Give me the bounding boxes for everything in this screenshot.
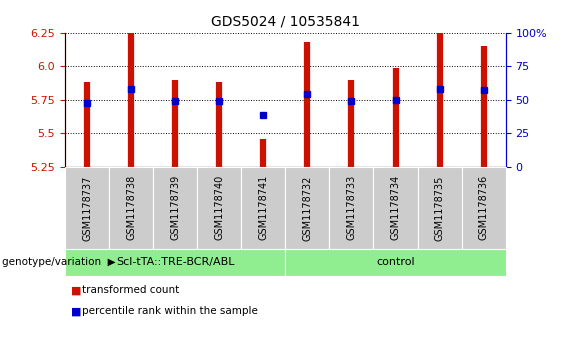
Text: GSM1178734: GSM1178734 bbox=[390, 175, 401, 240]
Text: GSM1178737: GSM1178737 bbox=[82, 175, 92, 241]
Text: transformed count: transformed count bbox=[82, 285, 179, 295]
Text: GSM1178738: GSM1178738 bbox=[126, 175, 136, 240]
Text: GSM1178735: GSM1178735 bbox=[434, 175, 445, 241]
Text: ■: ■ bbox=[71, 306, 81, 317]
Text: GSM1178739: GSM1178739 bbox=[170, 175, 180, 240]
Text: Scl-tTA::TRE-BCR/ABL: Scl-tTA::TRE-BCR/ABL bbox=[116, 257, 234, 267]
Text: GSM1178736: GSM1178736 bbox=[479, 175, 489, 240]
Text: genotype/variation  ▶: genotype/variation ▶ bbox=[2, 257, 115, 267]
Text: ■: ■ bbox=[71, 285, 81, 295]
Text: GSM1178732: GSM1178732 bbox=[302, 175, 312, 241]
Title: GDS5024 / 10535841: GDS5024 / 10535841 bbox=[211, 15, 360, 29]
Text: GSM1178741: GSM1178741 bbox=[258, 175, 268, 240]
Text: percentile rank within the sample: percentile rank within the sample bbox=[82, 306, 258, 317]
Text: control: control bbox=[376, 257, 415, 267]
Text: GSM1178740: GSM1178740 bbox=[214, 175, 224, 240]
Text: GSM1178733: GSM1178733 bbox=[346, 175, 357, 240]
